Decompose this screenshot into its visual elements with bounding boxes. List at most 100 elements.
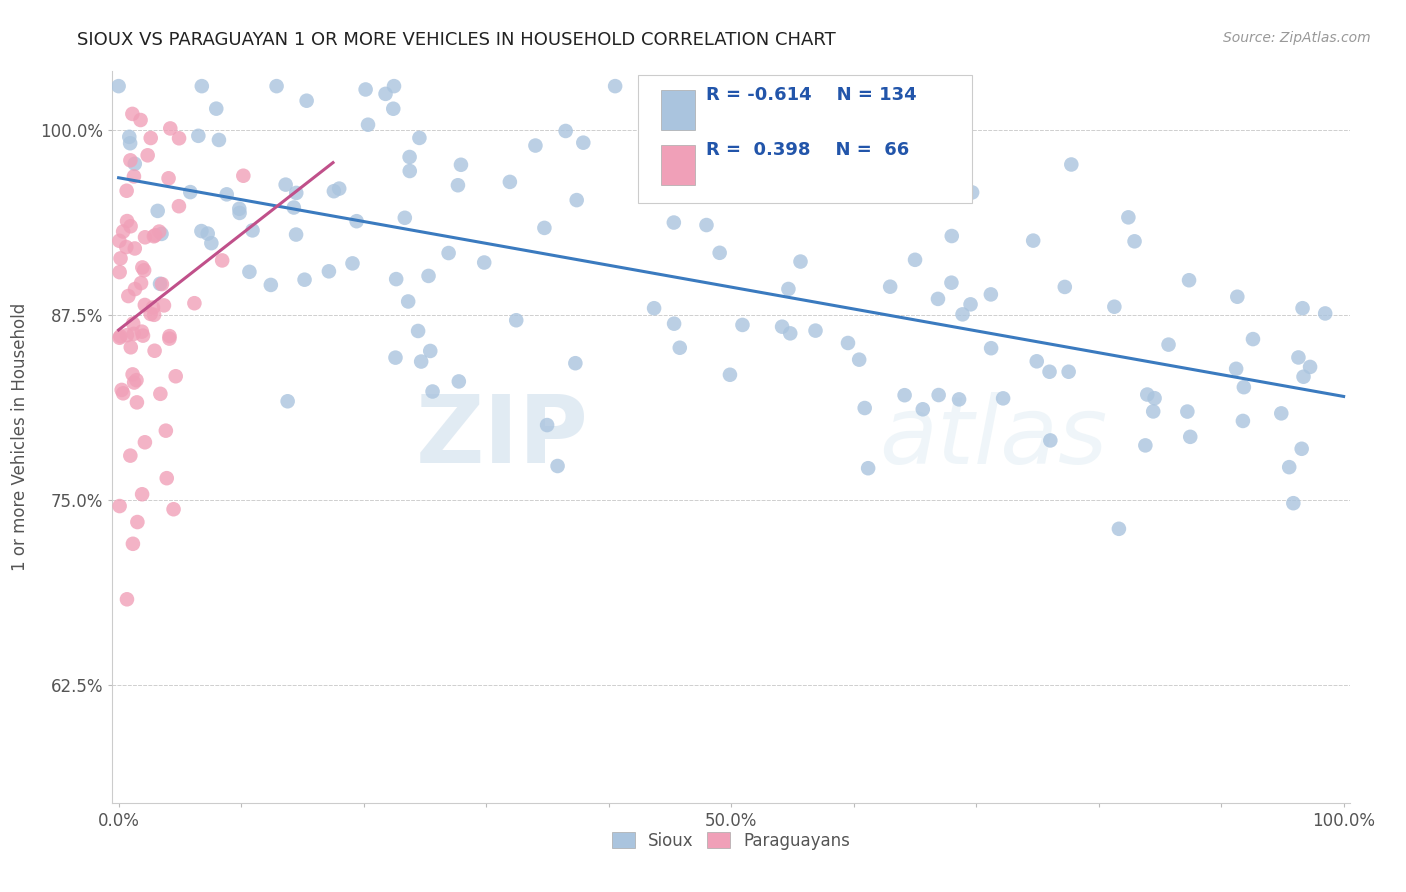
Point: [1060, 157, 1083, 171]
Text: SIOUX VS PARAGUAYAN 1 OR MORE VEHICLES IN HOUSEHOLD CORRELATION CHART: SIOUX VS PARAGUAYAN 1 OR MORE VEHICLES I…: [77, 31, 837, 49]
Text: ZIP: ZIP: [416, 391, 589, 483]
Point: [260, 277, 283, 292]
Point: [167, 131, 190, 145]
Point: [437, 246, 460, 260]
Point: [533, 220, 555, 235]
Point: [115, 214, 138, 228]
Point: [718, 368, 741, 382]
Point: [382, 102, 405, 116]
Point: [980, 341, 1002, 355]
Point: [187, 128, 209, 143]
Point: [554, 124, 576, 138]
Point: [952, 307, 974, 321]
Point: [1278, 460, 1301, 475]
Point: [354, 82, 377, 96]
Point: [1104, 300, 1126, 314]
Point: [804, 324, 827, 338]
Point: [120, 219, 142, 234]
Point: [129, 113, 152, 128]
Point: [1039, 434, 1062, 448]
Point: [1118, 211, 1140, 225]
Point: [778, 282, 800, 296]
Point: [112, 386, 135, 401]
Point: [385, 272, 408, 286]
Point: [1225, 361, 1247, 376]
Point: [115, 328, 138, 343]
Point: [565, 193, 588, 207]
Point: [408, 131, 430, 145]
Point: [277, 394, 299, 409]
Point: [143, 308, 166, 322]
Point: [848, 352, 870, 367]
Point: [167, 199, 190, 213]
Point: [200, 236, 222, 251]
Point: [142, 229, 165, 244]
Point: [121, 107, 143, 121]
Point: [357, 118, 380, 132]
Point: [837, 336, 859, 351]
Text: R = -0.614    N = 134: R = -0.614 N = 134: [706, 87, 917, 104]
Point: [927, 292, 949, 306]
Point: [398, 164, 420, 178]
Point: [122, 326, 145, 341]
Point: [124, 242, 146, 256]
Point: [208, 133, 231, 147]
Point: [1226, 290, 1249, 304]
Point: [911, 402, 934, 417]
Point: [547, 458, 569, 473]
Point: [328, 181, 350, 195]
Point: [283, 201, 305, 215]
Point: [1025, 354, 1047, 368]
Point: [856, 461, 879, 475]
Point: [139, 307, 162, 321]
Point: [120, 153, 142, 168]
Point: [1286, 351, 1309, 365]
Legend: Sioux, Paraguayans: Sioux, Paraguayans: [605, 825, 858, 856]
Point: [1136, 387, 1159, 401]
Point: [1291, 301, 1313, 316]
Point: [155, 424, 177, 438]
Point: [153, 298, 176, 312]
Point: [770, 319, 793, 334]
Point: [115, 184, 138, 198]
Point: [384, 351, 406, 365]
Point: [1233, 380, 1256, 394]
Point: [132, 328, 155, 343]
Point: [472, 255, 495, 269]
Point: [893, 388, 915, 402]
Point: [197, 227, 219, 241]
Point: [536, 418, 558, 433]
Point: [122, 169, 145, 184]
Point: [131, 260, 153, 275]
Point: [125, 373, 148, 387]
Point: [406, 324, 429, 338]
Point: [215, 187, 238, 202]
Point: [1292, 369, 1315, 384]
Point: [117, 289, 139, 303]
Point: [120, 340, 142, 354]
Point: [572, 136, 595, 150]
Point: [662, 215, 685, 229]
Point: [183, 296, 205, 310]
Point: [149, 387, 172, 401]
Point: [134, 230, 156, 244]
Point: [398, 150, 420, 164]
Point: [150, 277, 173, 292]
Point: [941, 276, 963, 290]
Point: [157, 171, 180, 186]
Point: [505, 313, 527, 327]
Point: [120, 136, 142, 151]
Point: [110, 329, 132, 343]
Point: [1142, 404, 1164, 418]
Point: [1038, 365, 1060, 379]
Point: [232, 169, 254, 183]
Point: [110, 252, 132, 266]
Point: [228, 206, 250, 220]
Point: [107, 79, 129, 94]
Point: [242, 223, 264, 237]
Point: [1232, 414, 1254, 428]
FancyBboxPatch shape: [638, 75, 973, 203]
Point: [205, 102, 228, 116]
Point: [1180, 430, 1202, 444]
Point: [111, 383, 134, 397]
